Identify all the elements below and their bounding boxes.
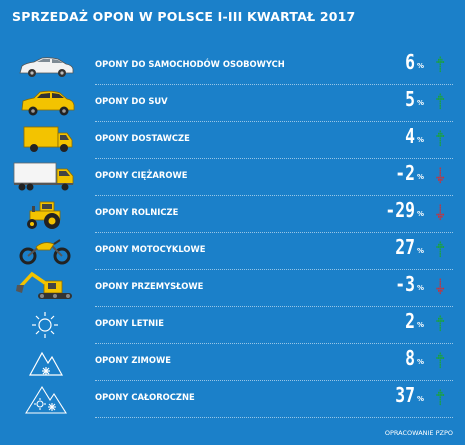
- arrow-up-icon: [433, 315, 446, 332]
- sun-icon: [10, 308, 80, 342]
- chart-title: SPRZEDAŻ OPON W POLSCE I-III KWARTAŁ 201…: [12, 9, 356, 24]
- percent-unit: %: [417, 358, 425, 366]
- percent-unit: %: [417, 210, 425, 218]
- percent-unit: %: [417, 395, 425, 403]
- arrow-down-icon: [433, 278, 446, 295]
- motorcycle-icon: [10, 234, 80, 268]
- category-label: OPONY CIĘŻAROWE: [95, 170, 188, 180]
- category-label: OPONY DO SAMOCHODÓW OSOBOWYCH: [95, 59, 285, 69]
- row-divider: [95, 343, 453, 344]
- table-row: OPONY PRZEMYSŁOWE -3%: [0, 270, 465, 307]
- row-divider: [95, 232, 453, 233]
- category-label: OPONY DOSTAWCZE: [95, 133, 190, 143]
- change-value: 5: [405, 87, 415, 111]
- table-row: OPONY LETNIE 2%: [0, 307, 465, 344]
- change-value: 27: [395, 235, 415, 259]
- change-value: 4: [405, 124, 415, 148]
- row-divider: [95, 158, 453, 159]
- change-value: -29: [385, 198, 415, 222]
- source-credit: OPRACOWANIE PZPO: [384, 429, 453, 437]
- arrow-up-icon: [433, 352, 446, 369]
- table-row: OPONY CIĘŻAROWE -2%: [0, 159, 465, 196]
- table-row: OPONY DOSTAWCZE 4%: [0, 122, 465, 159]
- table-row: OPONY DO SAMOCHODÓW OSOBOWYCH 6%: [0, 48, 465, 85]
- car-icon: [10, 49, 80, 83]
- change-value: 6: [405, 50, 415, 74]
- category-label: OPONY LETNIE: [95, 318, 164, 328]
- arrow-up-icon: [433, 56, 446, 73]
- arrow-up-icon: [433, 130, 446, 147]
- row-divider: [95, 195, 453, 196]
- category-label: OPONY ROLNICZE: [95, 207, 179, 217]
- arrow-up-icon: [433, 389, 446, 406]
- category-label: OPONY PRZEMYSŁOWE: [95, 281, 204, 291]
- row-divider: [95, 269, 453, 270]
- excavator-icon: [10, 271, 80, 305]
- table-row: OPONY ROLNICZE -29%: [0, 196, 465, 233]
- change-value: 2: [405, 309, 415, 333]
- percent-unit: %: [417, 62, 425, 70]
- tractor-icon: [10, 197, 80, 231]
- van-icon: [10, 123, 80, 157]
- row-divider: [95, 306, 453, 307]
- arrow-up-icon: [433, 93, 446, 110]
- row-divider: [95, 417, 453, 418]
- percent-unit: %: [417, 321, 425, 329]
- category-label: OPONY DO SUV: [95, 96, 168, 106]
- truck-icon: [10, 160, 80, 194]
- row-divider: [95, 121, 453, 122]
- table-row: OPONY DO SUV 5%: [0, 85, 465, 122]
- category-label: OPONY MOTOCYKLOWE: [95, 244, 206, 254]
- table-row: OPONY ZIMOWE 8%: [0, 344, 465, 381]
- arrow-down-icon: [433, 167, 446, 184]
- row-divider: [95, 380, 453, 381]
- percent-unit: %: [417, 284, 425, 292]
- change-value: 8: [405, 346, 415, 370]
- percent-unit: %: [417, 99, 425, 107]
- table-row: OPONY CAŁOROCZNE 37%: [0, 381, 465, 418]
- row-divider: [95, 84, 453, 85]
- change-value: 37: [395, 383, 415, 407]
- percent-unit: %: [417, 173, 425, 181]
- percent-unit: %: [417, 247, 425, 255]
- arrow-up-icon: [433, 241, 446, 258]
- table-row: OPONY MOTOCYKLOWE 27%: [0, 233, 465, 270]
- snow-mountain-icon: [10, 345, 80, 379]
- percent-unit: %: [417, 136, 425, 144]
- arrow-down-icon: [433, 204, 446, 221]
- change-value: -3: [395, 272, 415, 296]
- sun-snow-mountain-icon: [10, 382, 80, 416]
- category-label: OPONY CAŁOROCZNE: [95, 392, 195, 402]
- change-value: -2: [395, 161, 415, 185]
- category-label: OPONY ZIMOWE: [95, 355, 171, 365]
- suv-icon: [10, 86, 80, 120]
